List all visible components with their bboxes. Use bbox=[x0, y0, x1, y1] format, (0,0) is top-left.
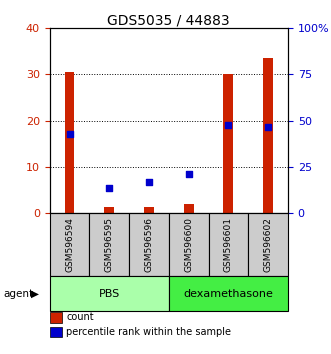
Bar bbox=[263, 58, 273, 213]
Text: GSM596601: GSM596601 bbox=[224, 217, 233, 272]
Bar bbox=[129, 213, 169, 276]
Bar bbox=[248, 213, 288, 276]
Bar bbox=[50, 213, 89, 276]
Bar bbox=[89, 213, 129, 276]
Bar bbox=[169, 276, 288, 311]
Text: GSM596596: GSM596596 bbox=[144, 217, 154, 272]
Bar bbox=[169, 213, 209, 276]
Text: ▶: ▶ bbox=[31, 289, 39, 299]
Text: GSM596600: GSM596600 bbox=[184, 217, 193, 272]
Point bbox=[186, 171, 191, 177]
Bar bbox=[144, 207, 154, 213]
Text: dexamethasone: dexamethasone bbox=[183, 289, 273, 299]
Bar bbox=[50, 276, 169, 311]
Bar bbox=[104, 207, 114, 213]
Bar bbox=[184, 204, 194, 213]
Text: PBS: PBS bbox=[99, 289, 120, 299]
Point bbox=[107, 185, 112, 191]
Point bbox=[67, 132, 72, 137]
Title: GDS5035 / 44883: GDS5035 / 44883 bbox=[108, 13, 230, 27]
Text: agent: agent bbox=[3, 289, 33, 299]
Bar bbox=[50, 327, 62, 337]
Text: GSM596595: GSM596595 bbox=[105, 217, 114, 272]
Text: count: count bbox=[66, 313, 94, 322]
Point bbox=[226, 122, 231, 128]
Text: percentile rank within the sample: percentile rank within the sample bbox=[66, 327, 231, 337]
Text: GSM596602: GSM596602 bbox=[263, 217, 273, 272]
Point bbox=[146, 179, 152, 185]
Bar bbox=[223, 74, 233, 213]
Bar bbox=[50, 313, 62, 322]
Text: GSM596594: GSM596594 bbox=[65, 217, 74, 272]
Bar bbox=[65, 72, 74, 213]
Bar bbox=[209, 213, 248, 276]
Point bbox=[265, 124, 271, 130]
